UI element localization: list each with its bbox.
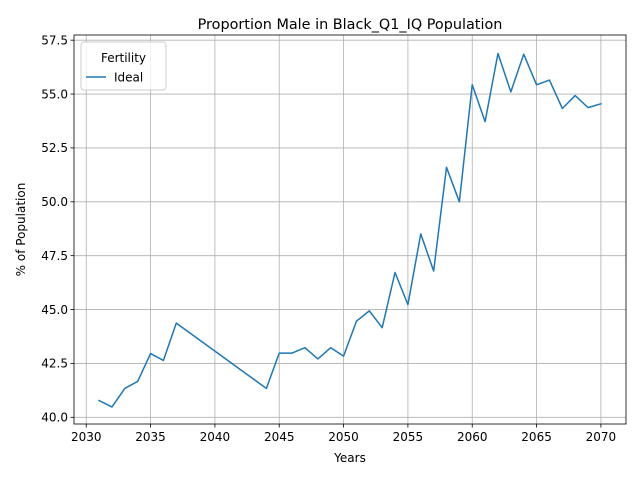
- y-tick-label: 57.5: [41, 33, 68, 47]
- x-tick-label: 2060: [457, 430, 488, 444]
- series-layer: [98, 52, 602, 408]
- x-tick-label: 2055: [393, 430, 424, 444]
- y-tick-label: 55.0: [41, 87, 68, 101]
- x-tick-label: 2070: [586, 430, 617, 444]
- legend-label-ideal: Ideal: [114, 71, 143, 85]
- legend-title: Fertility: [101, 51, 146, 65]
- series-line-ideal: [98, 52, 602, 408]
- x-tick-label: 2065: [521, 430, 552, 444]
- x-tick-label: 2045: [264, 430, 295, 444]
- y-tick-label: 45.0: [41, 303, 68, 317]
- y-tick-label: 47.5: [41, 249, 68, 263]
- grid: [74, 35, 626, 424]
- x-axis-ticks: 2030 2035 2040 2045 2050 2055 2060 2065 2070: [71, 424, 616, 444]
- y-tick-label: 50.0: [41, 195, 68, 209]
- legend-frame: [80, 41, 167, 91]
- legend: Fertility Ideal: [80, 41, 167, 91]
- x-axis-label: Years: [333, 451, 366, 465]
- y-tick-label: 40.0: [41, 411, 68, 425]
- y-axis-label: % of Population: [14, 183, 28, 277]
- x-tick-label: 2040: [200, 430, 231, 444]
- y-tick-label: 52.5: [41, 141, 68, 155]
- chart-title: Proportion Male in Black_Q1_IQ Populatio…: [198, 17, 503, 33]
- x-tick-label: 2035: [135, 430, 166, 444]
- x-tick-label: 2030: [71, 430, 102, 444]
- x-tick-label: 2050: [328, 430, 359, 444]
- y-tick-label: 42.5: [41, 357, 68, 371]
- y-axis-ticks: 40.0 42.5 45.0 47.5 50.0 52.5 55.0 57.5: [41, 33, 74, 425]
- plot-frame: [73, 34, 627, 425]
